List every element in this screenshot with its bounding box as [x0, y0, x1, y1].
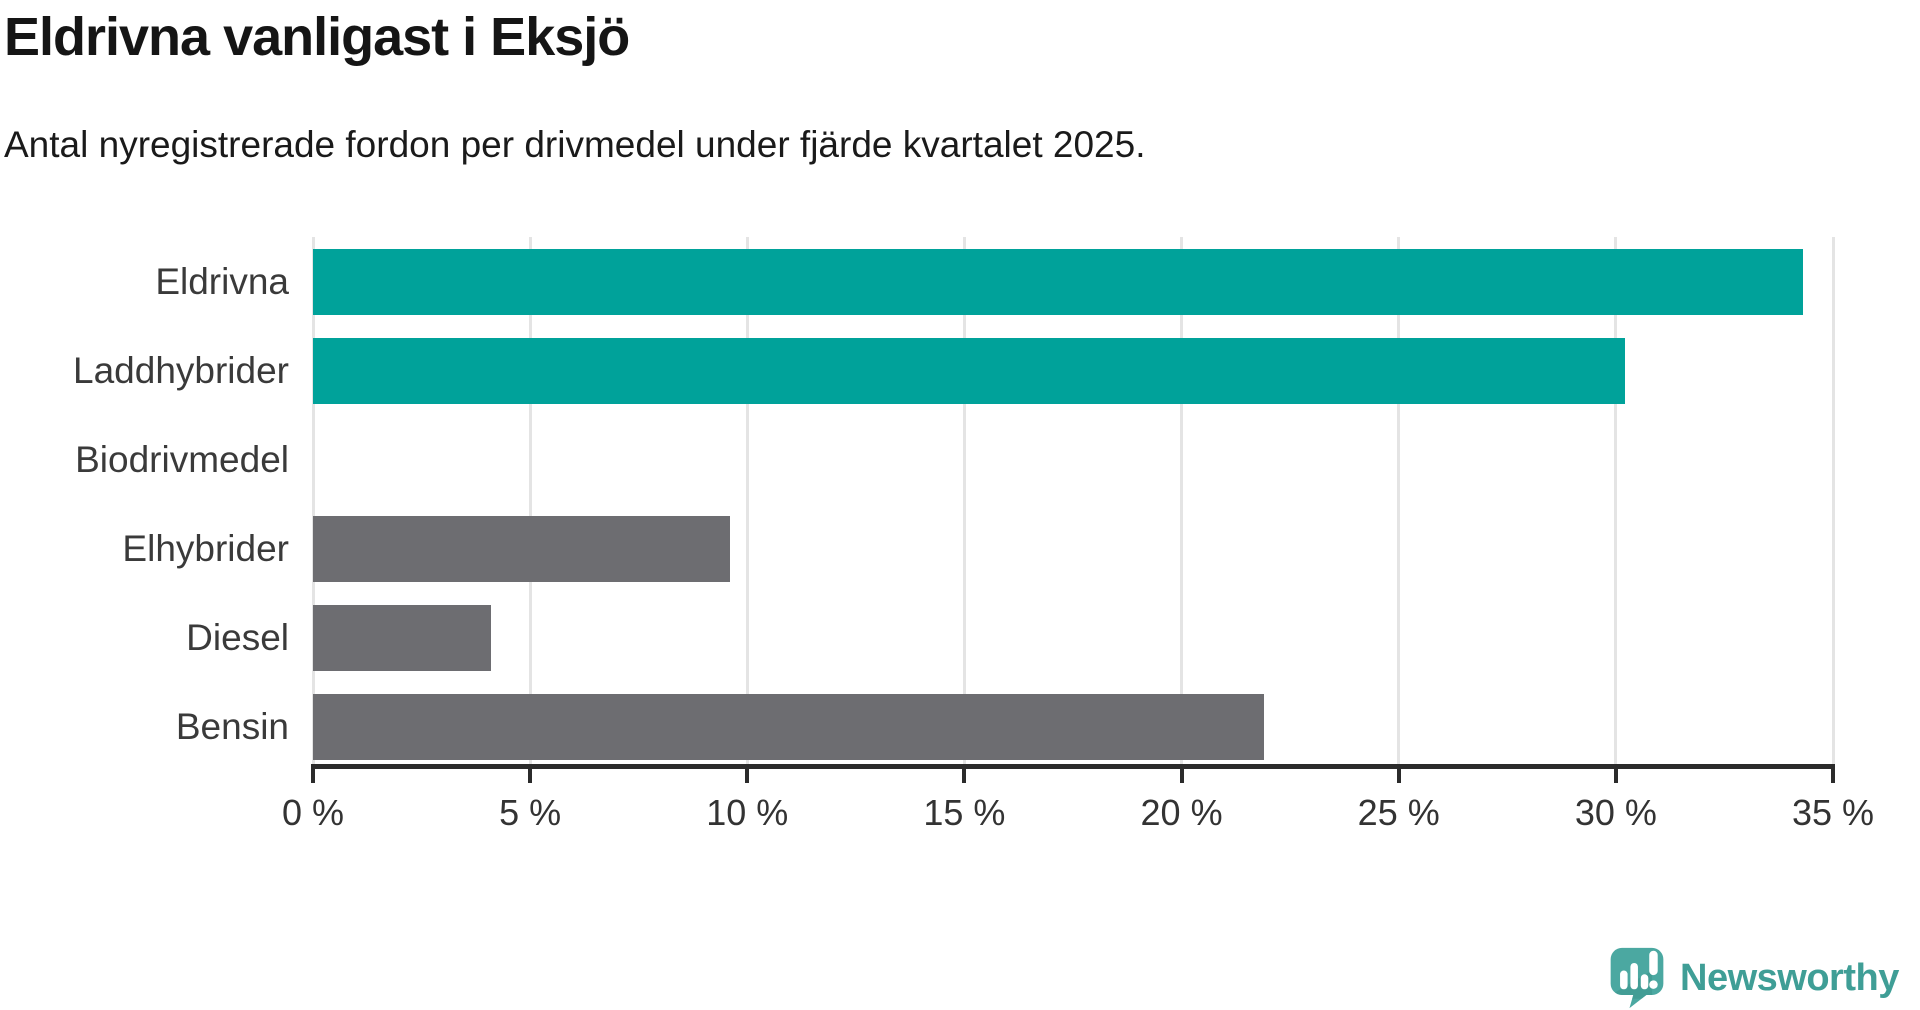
- bar-elhybrider: [313, 516, 730, 582]
- category-label-bensin: Bensin: [175, 706, 289, 747]
- gridline-20: [1180, 237, 1184, 766]
- category-label-eldrivna: Eldrivna: [155, 261, 289, 302]
- gridline-35: [1831, 237, 1835, 766]
- bar-eldrivna: [313, 249, 1803, 315]
- plot-area: [311, 237, 1835, 766]
- gridline-15: [962, 237, 966, 766]
- category-label-elhybrider: Elhybrider: [122, 528, 289, 569]
- bar-diesel: [313, 605, 492, 671]
- x-axis-tick-label-25: 25 %: [1357, 792, 1440, 833]
- chart-bar-short: [1640, 974, 1649, 990]
- x-axis-tick-20: [1179, 764, 1184, 783]
- category-label-diesel: Diesel: [186, 617, 289, 658]
- x-axis-tick-label-0: 0 %: [281, 792, 345, 833]
- x-axis-tick-label-5: 5 %: [499, 792, 562, 833]
- chart-title: Eldrivna vanligast i Eksjö: [4, 7, 630, 67]
- exclamation-dot: [1649, 980, 1658, 989]
- x-axis-tick-label-15: 15 %: [923, 792, 1006, 833]
- chart-bar-small: [1620, 970, 1628, 990]
- x-axis-tick-5: [528, 764, 533, 783]
- gridline-10: [745, 237, 749, 766]
- x-axis-tick-label-30: 30 %: [1574, 792, 1657, 833]
- exclamation-bar: [1649, 950, 1658, 976]
- chart-subtitle: Antal nyregistrerade fordon per drivmede…: [4, 124, 1146, 165]
- category-label-laddhybrider: Laddhybrider: [73, 350, 289, 391]
- chart-bar-tall: [1630, 962, 1638, 990]
- x-axis-tick-10: [745, 764, 750, 783]
- x-axis-tick-label-35: 35 %: [1791, 792, 1875, 833]
- x-axis-line: [311, 764, 1835, 769]
- x-axis-tick-30: [1613, 764, 1618, 783]
- gridline-30: [1614, 237, 1618, 766]
- bar-bensin: [313, 694, 1265, 760]
- newsworthy-logo-text: Newsworthy: [1680, 956, 1899, 999]
- gridline-25: [1397, 237, 1401, 766]
- x-axis-tick-25: [1396, 764, 1401, 783]
- newsworthy-speech-bubble-chart-icon: [1610, 947, 1664, 1009]
- category-label-biodrivmedel: Biodrivmedel: [75, 439, 289, 480]
- x-axis-tick-35: [1831, 764, 1835, 783]
- x-axis-tick-label-10: 10 %: [706, 792, 789, 833]
- x-axis-tick-0: [311, 764, 315, 783]
- gridline-0: [311, 237, 315, 766]
- bar-laddhybrider: [313, 338, 1625, 404]
- newsworthy-logo: Newsworthy: [1608, 946, 1899, 1010]
- gridline-5: [528, 237, 532, 766]
- x-axis-tick-label-20: 20 %: [1140, 792, 1223, 833]
- x-axis-tick-15: [962, 764, 967, 783]
